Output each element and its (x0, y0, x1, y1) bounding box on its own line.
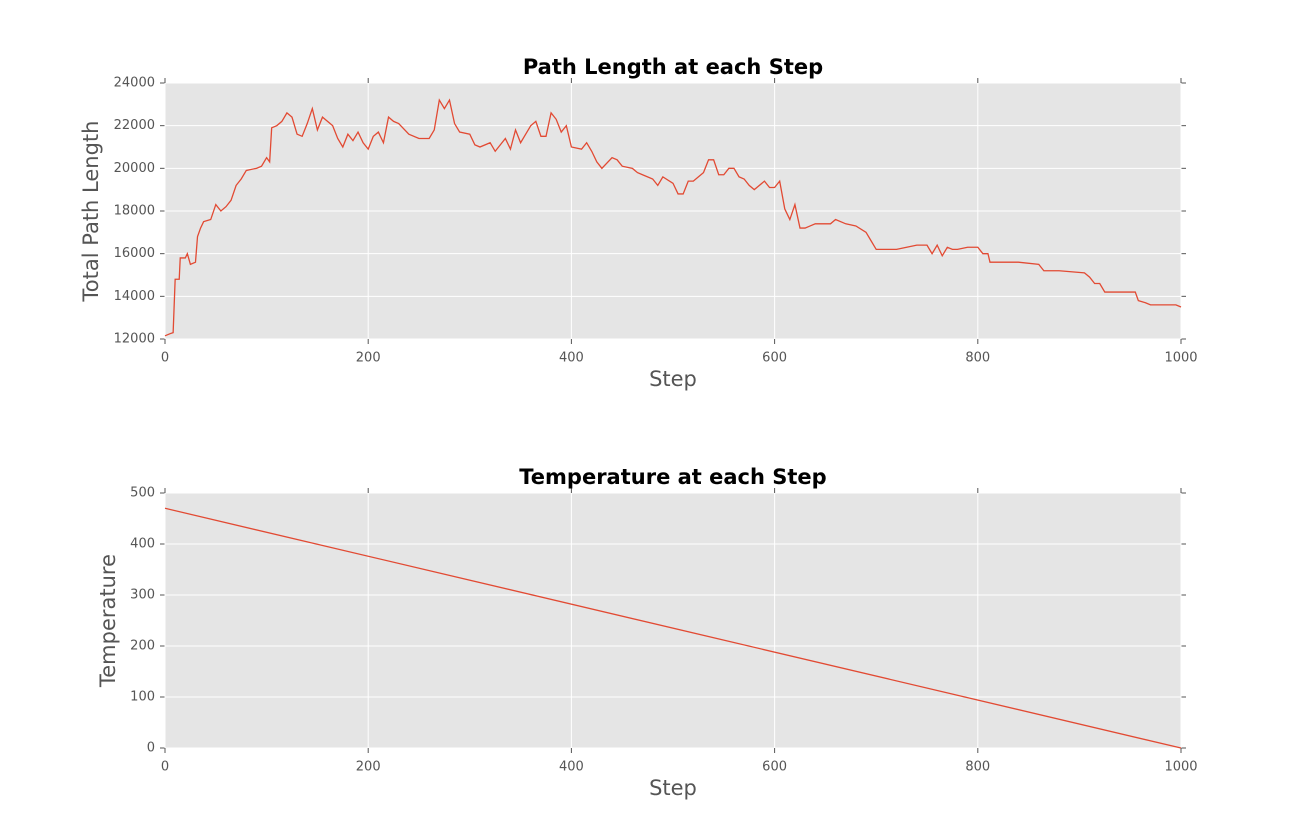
subplot: 12000 14000 16000 18000 20000 22000 24000 0 200 4… (79, 55, 1198, 391)
x-tick-label: 1000 (1164, 351, 1197, 366)
data-line (164, 507, 1182, 749)
x-axis-label: Step (649, 367, 697, 391)
y-tick-label: 300 (130, 588, 155, 603)
y-tick-label: 14000 (114, 289, 155, 304)
x-tick-label: 0 (161, 351, 169, 366)
x-tick-label: 1000 (1164, 760, 1197, 775)
y-tick-label: 400 (130, 537, 155, 552)
y-tick-label: 12000 (114, 332, 155, 347)
data-line (164, 98, 1182, 337)
plot-background (165, 493, 1181, 748)
x-tick-label: 0 (161, 760, 169, 775)
x-tick-label: 800 (965, 760, 990, 775)
y-tick-label: 200 (130, 639, 155, 654)
x-tick-label: 400 (559, 351, 584, 366)
x-tick-label: 400 (559, 760, 584, 775)
x-axis-label: Step (649, 776, 697, 800)
chart-title: Path Length at each Step (523, 55, 823, 79)
y-tick-label: 0 (147, 741, 155, 756)
y-axis-label: Temperature (96, 554, 120, 688)
x-tick-label: 600 (762, 351, 787, 366)
x-tick-label: 800 (965, 351, 990, 366)
y-tick-label: 18000 (114, 204, 155, 219)
y-tick-label: 24000 (114, 76, 155, 91)
y-axis-label: Total Path Length (79, 121, 103, 303)
y-tick-label: 20000 (114, 161, 155, 176)
y-tick-label: 100 (130, 690, 155, 705)
y-tick-label: 500 (130, 486, 155, 501)
x-tick-label: 200 (356, 760, 381, 775)
chart-title: Temperature at each Step (519, 465, 826, 489)
x-tick-label: 200 (356, 351, 381, 366)
y-tick-label: 22000 (114, 118, 155, 133)
subplot: 0 100 200 300 400 500 0 200 400 600 800 1000 Tempera… (96, 465, 1198, 800)
x-tick-label: 600 (762, 760, 787, 775)
y-tick-label: 16000 (114, 246, 155, 261)
